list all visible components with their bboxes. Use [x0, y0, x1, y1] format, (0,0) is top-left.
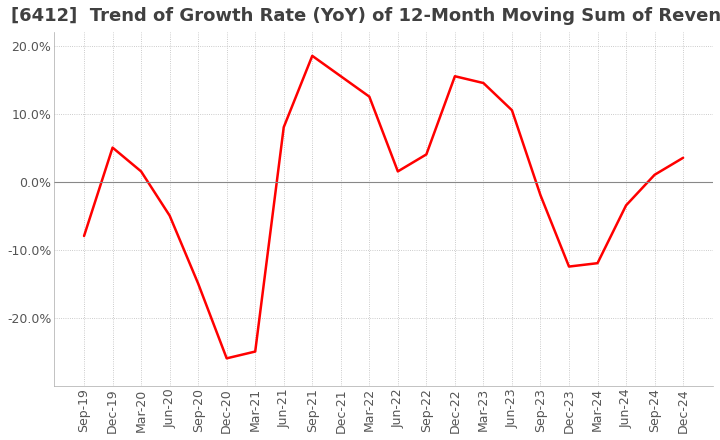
Title: [6412]  Trend of Growth Rate (YoY) of 12-Month Moving Sum of Revenues: [6412] Trend of Growth Rate (YoY) of 12-… [11, 7, 720, 25]
